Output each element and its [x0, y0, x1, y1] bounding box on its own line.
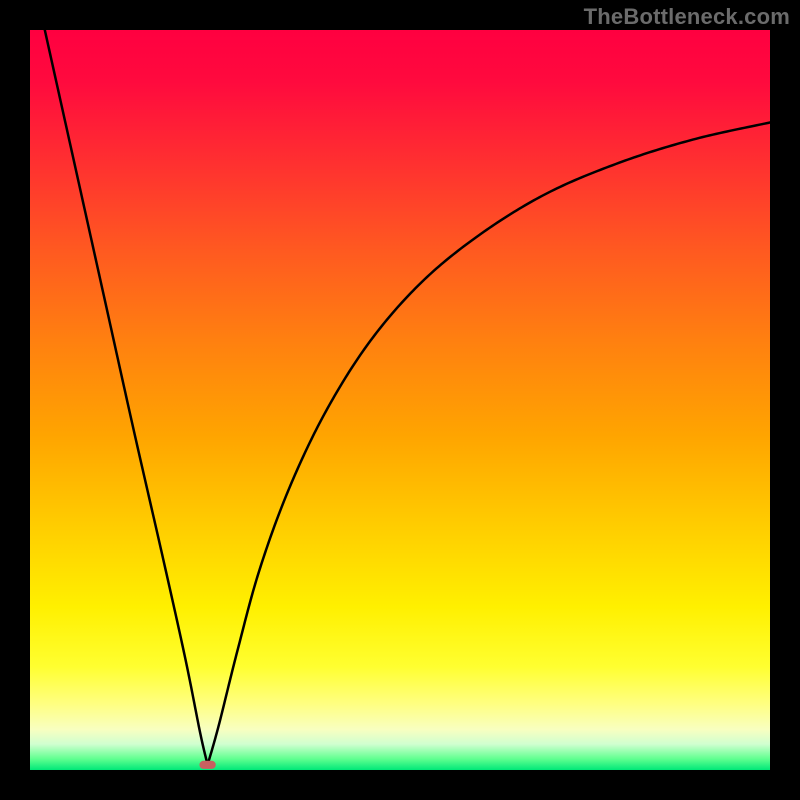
watermark-text: TheBottleneck.com: [584, 4, 790, 30]
vertex-marker: [199, 761, 215, 769]
plot-background: [30, 30, 770, 770]
chart-svg: [0, 0, 800, 800]
chart-container: TheBottleneck.com: [0, 0, 800, 800]
